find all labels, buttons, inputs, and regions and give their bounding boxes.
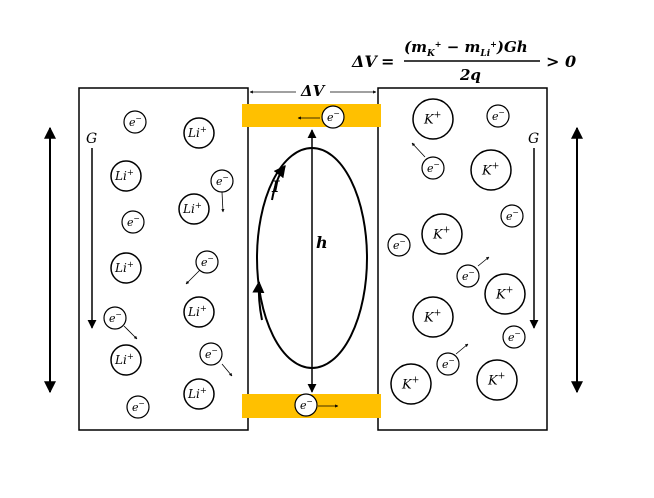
svg-text:Li+: Li+ bbox=[182, 200, 202, 216]
svg-text:K+: K+ bbox=[495, 286, 513, 303]
svg-text:K+: K+ bbox=[481, 162, 499, 179]
equation-lhs: ΔV bbox=[351, 52, 378, 71]
gravity-label-right: G bbox=[528, 131, 539, 147]
equation-numerator: (mK+ − mLi+)Gh bbox=[404, 38, 528, 59]
svg-text:(mK+ − mLi+)Gh: (mK+ − mLi+)Gh bbox=[404, 38, 528, 59]
electron: e− bbox=[321, 105, 345, 129]
electron: e− bbox=[126, 395, 150, 419]
electron: e− bbox=[103, 306, 127, 330]
svg-text:e−: e− bbox=[129, 114, 142, 129]
svg-text:Li+: Li+ bbox=[114, 259, 134, 275]
equation-denominator: 2q bbox=[459, 66, 481, 84]
lithium-ion: Li+ bbox=[110, 160, 142, 192]
electron: e− bbox=[294, 393, 318, 417]
svg-text:e−: e− bbox=[201, 254, 214, 269]
electron: e− bbox=[421, 156, 445, 180]
electron: e− bbox=[502, 325, 526, 349]
gravity-label-left: G bbox=[86, 131, 97, 147]
electron: e− bbox=[199, 342, 223, 366]
svg-text:e−: e− bbox=[327, 109, 340, 124]
svg-text:e−: e− bbox=[393, 237, 406, 252]
electron-motion-arrows bbox=[123, 116, 490, 408]
svg-text:e−: e− bbox=[205, 346, 218, 361]
svg-text:K+: K+ bbox=[401, 376, 419, 393]
equation-inequality: > 0 bbox=[546, 52, 576, 71]
left-chamber bbox=[78, 87, 249, 431]
electron: e− bbox=[210, 169, 234, 193]
svg-text:e−: e− bbox=[300, 397, 313, 412]
svg-text:Li+: Li+ bbox=[114, 351, 134, 367]
potassium-ion: K+ bbox=[476, 359, 518, 401]
height-label: h bbox=[316, 233, 328, 252]
electron: e− bbox=[121, 210, 145, 234]
potassium-ion: K+ bbox=[484, 273, 526, 315]
lithium-ion: Li+ bbox=[183, 117, 215, 149]
electron: e− bbox=[486, 104, 510, 128]
lithium-ion: Li+ bbox=[183, 296, 215, 328]
svg-text:e−: e− bbox=[216, 173, 229, 188]
potassium-ion: K+ bbox=[421, 213, 463, 255]
svg-text:Li+: Li+ bbox=[187, 303, 207, 319]
svg-text:Li+: Li+ bbox=[187, 385, 207, 401]
electron: e− bbox=[456, 264, 480, 288]
potassium-ion: K+ bbox=[412, 98, 454, 140]
potassium-ion: K+ bbox=[412, 296, 454, 338]
svg-text:K+: K+ bbox=[423, 309, 441, 326]
lithium-ion: Li+ bbox=[183, 378, 215, 410]
svg-text:Li+: Li+ bbox=[114, 167, 134, 183]
svg-text:K+: K+ bbox=[432, 226, 450, 243]
lithium-ion: Li+ bbox=[178, 193, 210, 225]
current-arrow-bottom bbox=[252, 280, 265, 321]
svg-text:e−: e− bbox=[492, 108, 505, 123]
svg-text:e−: e− bbox=[127, 214, 140, 229]
particles-layer: e− Li+ Li+ e− Li+ e− Li+ e− Li+ e− Li+ e− Li+ e− e− e− K… bbox=[103, 98, 526, 419]
current-arrow-top bbox=[271, 165, 286, 201]
svg-text:K+: K+ bbox=[487, 372, 505, 389]
potassium-ion: K+ bbox=[470, 149, 512, 191]
top-electrode bbox=[242, 104, 381, 127]
svg-text:e−: e− bbox=[442, 356, 455, 371]
potassium-ion: K+ bbox=[390, 363, 432, 405]
svg-text:e−: e− bbox=[427, 160, 440, 175]
svg-text:e−: e− bbox=[109, 310, 122, 325]
delta-v-label: ΔV bbox=[300, 82, 326, 100]
svg-text:e−: e− bbox=[506, 208, 519, 223]
electron: e− bbox=[387, 233, 411, 257]
svg-text:Li+: Li+ bbox=[187, 124, 207, 140]
svg-text:K+: K+ bbox=[423, 111, 441, 128]
svg-text:e−: e− bbox=[132, 399, 145, 414]
electron: e− bbox=[436, 352, 460, 376]
lithium-ion: Li+ bbox=[110, 252, 142, 284]
right-chamber bbox=[377, 87, 548, 431]
electron: e− bbox=[123, 110, 147, 134]
svg-text:e−: e− bbox=[508, 329, 521, 344]
lithium-ion: Li+ bbox=[110, 344, 142, 376]
electron: e− bbox=[195, 250, 219, 274]
current-label: I bbox=[271, 177, 280, 196]
svg-text:e−: e− bbox=[462, 268, 475, 283]
electron: e− bbox=[500, 204, 524, 228]
equation-equals: = bbox=[381, 52, 394, 71]
